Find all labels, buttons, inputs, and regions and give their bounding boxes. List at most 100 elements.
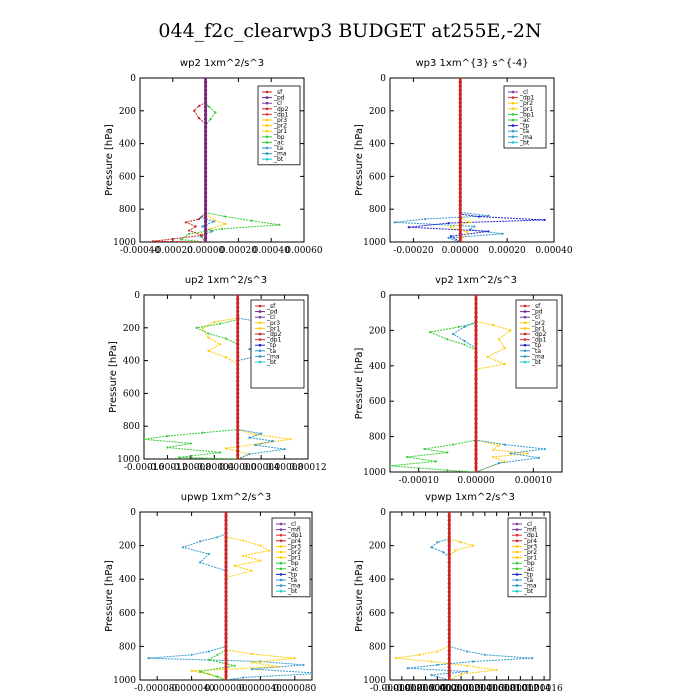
series-marker: [434, 460, 437, 463]
x-tick-label: 0.00010: [515, 476, 552, 486]
legend-label: _ma: [287, 583, 301, 590]
legend-marker: [258, 304, 262, 308]
series-marker: [424, 217, 427, 221]
series-marker: [224, 649, 228, 653]
series-marker: [204, 166, 208, 170]
series-line-pr1: [201, 295, 291, 459]
x-tick-label: -0.000040: [169, 684, 215, 694]
series-marker: [209, 227, 212, 230]
series-marker: [236, 441, 240, 445]
series-marker: [492, 455, 495, 459]
series-marker: [458, 211, 462, 215]
legend-marker: [265, 96, 269, 99]
x-tick-label: 0.000080: [273, 684, 316, 694]
x-tick-label: -0.00020: [393, 246, 434, 256]
series-marker: [204, 84, 208, 88]
series-marker: [463, 339, 466, 343]
series-marker: [458, 199, 462, 203]
y-tick-label: 1000: [117, 455, 140, 465]
series-marker: [474, 297, 478, 302]
series-marker: [447, 653, 451, 657]
legend-marker: [523, 343, 527, 347]
series-marker: [474, 399, 478, 403]
y-tick-label: 0: [130, 74, 136, 84]
series-marker: [477, 215, 481, 218]
x-tick-label: 0.00010: [490, 684, 527, 694]
legend-label: _sf: [531, 303, 541, 310]
series-marker: [447, 649, 451, 653]
series-marker: [418, 653, 421, 656]
series-marker: [224, 447, 228, 450]
series-marker: [166, 446, 169, 449]
legend-label: _dp1: [273, 111, 289, 118]
series-marker: [474, 461, 478, 465]
y-tick-label: 800: [119, 205, 136, 215]
series-group: [147, 512, 312, 680]
series-marker: [190, 653, 193, 656]
y-tick-label: 0: [134, 291, 140, 301]
legend-label: _tp: [519, 123, 529, 130]
series-marker: [224, 215, 227, 218]
x-tick-label: -0.00040: [120, 246, 161, 256]
series-marker: [197, 104, 201, 107]
series-marker: [458, 187, 462, 191]
series-marker: [474, 373, 478, 377]
x-tick-label: -0.00020: [153, 246, 194, 256]
x-tick-label: -0.00010: [399, 476, 440, 486]
series-marker: [449, 235, 453, 238]
series-marker: [259, 559, 262, 562]
series-marker: [224, 552, 228, 556]
legend-label: _ma: [519, 134, 533, 141]
y-tick-label: 800: [369, 642, 386, 652]
series-marker: [204, 207, 208, 211]
series-marker: [236, 354, 240, 359]
series-marker: [236, 330, 240, 334]
series-marker: [458, 137, 462, 142]
legend-label: _pr3: [287, 543, 301, 550]
y-tick-label: 400: [369, 140, 386, 150]
legend-label: _pr1: [523, 555, 537, 562]
series-marker: [212, 220, 215, 223]
series-marker: [436, 663, 439, 666]
series-marker: [458, 121, 462, 125]
legend-label: _ma: [273, 151, 287, 158]
series-marker: [248, 436, 251, 439]
x-tick-label: -0.00012: [147, 463, 187, 473]
legend-marker: [279, 567, 283, 571]
series-marker: [204, 228, 208, 232]
series-marker: [430, 546, 433, 549]
series-marker: [236, 346, 240, 350]
legend-label: _mfl: [523, 527, 537, 534]
legend-label: _cl: [273, 100, 282, 107]
series-marker: [447, 552, 451, 556]
y-tick-label: 200: [119, 107, 136, 117]
legend-label: _bp: [273, 134, 285, 141]
series-marker: [447, 636, 451, 640]
series-marker: [236, 318, 240, 322]
series-marker: [236, 371, 240, 375]
legend-marker: [265, 141, 269, 144]
legend-marker: [279, 584, 283, 587]
series-marker: [254, 443, 257, 447]
series-marker: [474, 386, 478, 390]
series-marker: [302, 663, 305, 666]
series-marker: [474, 295, 478, 297]
series-marker: [204, 137, 208, 142]
series-marker: [204, 174, 208, 178]
series-marker: [188, 229, 191, 232]
x-tick-label: 0.00000: [431, 684, 468, 694]
series-marker: [474, 395, 478, 399]
series-marker: [224, 619, 228, 623]
panel-title: wp3 1xm^{3} s^{-4}: [415, 58, 528, 69]
series-marker: [447, 527, 451, 531]
series-marker: [458, 117, 462, 121]
legend-label: _pr4: [523, 538, 537, 545]
series-marker: [447, 670, 451, 674]
series-marker: [278, 223, 281, 226]
series-marker: [463, 343, 466, 346]
series-marker: [199, 540, 202, 543]
series-marker: [474, 346, 478, 350]
series-marker: [188, 232, 191, 235]
series-marker: [204, 162, 208, 166]
y-tick-label: 0: [380, 291, 386, 301]
